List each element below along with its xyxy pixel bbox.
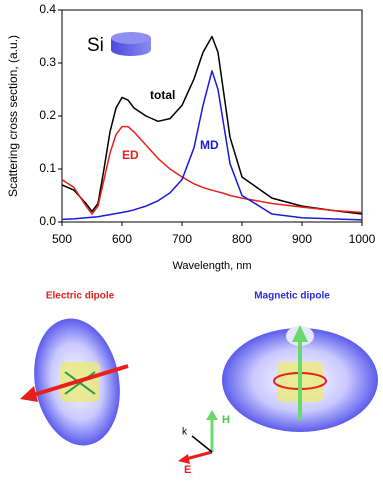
y-axis-label: Scattering cross section, (a.u.)	[6, 35, 20, 197]
e-arrowhead	[178, 454, 190, 464]
electric-title: Electric dipole	[46, 291, 115, 302]
y-tick-label: 0.4	[39, 2, 56, 16]
x-axis-label: Wavelength, nm	[172, 260, 251, 272]
y-tick-label: 0.0	[39, 214, 56, 228]
e-axis	[185, 450, 213, 461]
magnetic-arrowhead	[292, 325, 308, 342]
cylinder-top	[111, 32, 151, 44]
electric-arrow	[29, 364, 129, 398]
magnetic-title: Magnetic dipole	[254, 291, 330, 302]
inset-label: Si	[87, 35, 104, 56]
k-axis	[191, 435, 213, 453]
y-tick-label: 0.3	[39, 55, 56, 69]
x-tick-label: 700	[172, 232, 192, 246]
series-label: total	[150, 88, 175, 102]
h-label: H	[222, 414, 230, 426]
series-label: MD	[200, 138, 219, 152]
series-label: ED	[122, 148, 139, 162]
y-tick-label: 0.1	[39, 161, 56, 175]
k-label: k	[182, 427, 188, 438]
series-line	[61, 35, 363, 215]
series-line	[61, 125, 363, 215]
x-tick-label: 500	[52, 232, 72, 246]
electric-arrowhead	[20, 386, 38, 402]
x-tick-label: 600	[112, 232, 132, 246]
series-line	[61, 70, 363, 221]
x-tick-label: 900	[292, 232, 312, 246]
e-label: E	[184, 464, 191, 476]
y-tick-label: 0.2	[39, 108, 56, 122]
h-arrowhead	[206, 410, 218, 420]
x-tick-label: 1000	[349, 232, 376, 246]
x-tick-label: 800	[232, 232, 252, 246]
